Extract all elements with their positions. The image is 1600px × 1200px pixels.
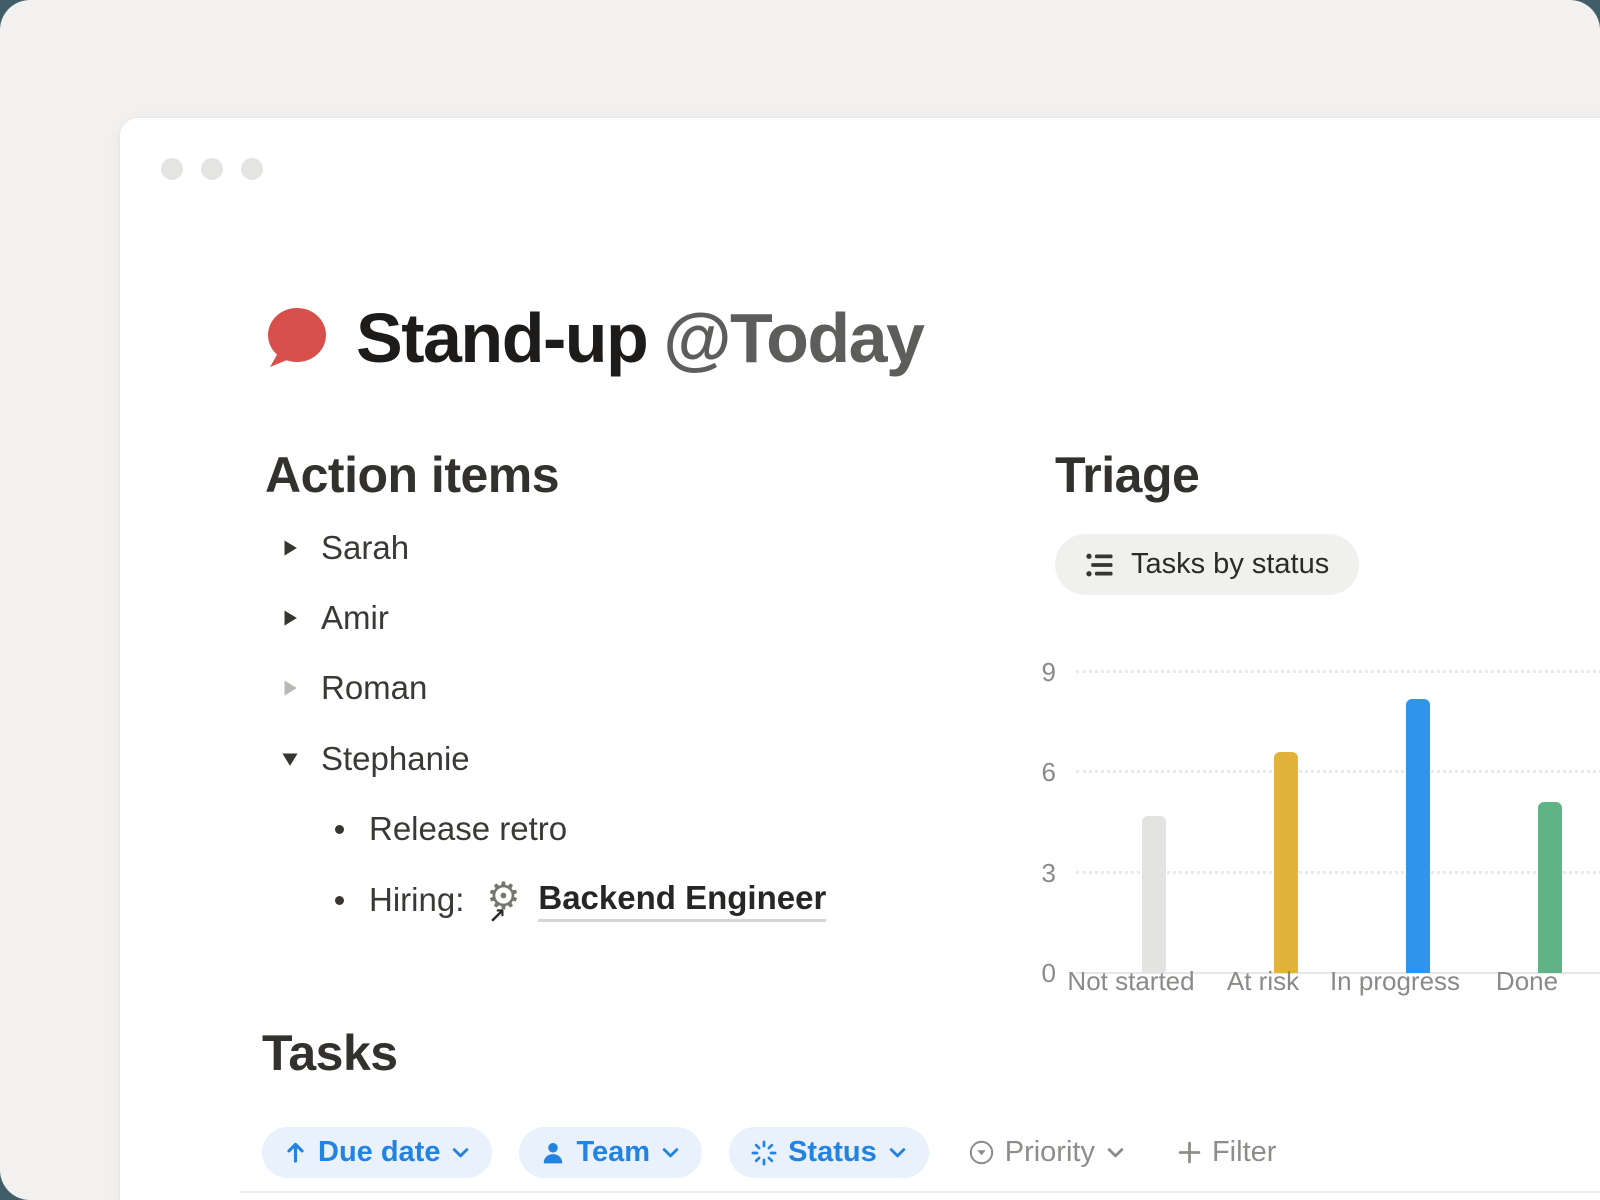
gridline: [1076, 670, 1600, 673]
page-link-backend-engineer[interactable]: Backend Engineer: [538, 879, 827, 922]
chart-bar-done[interactable]: [1538, 802, 1562, 973]
filter-label: Filter: [1211, 1136, 1277, 1168]
filter-due-date[interactable]: Due date: [262, 1127, 493, 1178]
bullet-item-prefix: Hiring:: [369, 881, 465, 918]
page-title-main: Stand-up: [356, 299, 649, 377]
gridline: [1076, 870, 1600, 874]
tasks-filter-bar: Due date Team: [262, 1127, 1288, 1178]
app-window: [120, 118, 1600, 1200]
date-mention[interactable]: @Today: [663, 299, 925, 377]
chart-bar-in-progress[interactable]: [1406, 699, 1430, 973]
action-items-heading: Action items: [265, 447, 560, 503]
window-dot-icon[interactable]: [161, 158, 183, 180]
x-axis-baseline: [1076, 972, 1600, 974]
chevron-down-icon: [1107, 1148, 1124, 1158]
bullet-item-hiring: Hiring: ⚙ ↗ Backend Engineer: [265, 865, 827, 935]
toggle-item-sarah: Sarah: [265, 513, 409, 583]
x-axis-category-label: Not started: [1067, 966, 1195, 996]
spinner-icon: [751, 1140, 777, 1165]
toggle-collapsed-icon[interactable]: [278, 536, 302, 560]
chevron-down-icon: [662, 1148, 679, 1158]
view-button-label: Tasks by status: [1131, 548, 1330, 580]
chevron-down-icon: [453, 1148, 469, 1158]
toggle-item-label: Roman: [321, 669, 428, 706]
gridline: [1076, 770, 1600, 774]
page-header: Stand-up @Today: [262, 298, 925, 378]
plus-icon: [1178, 1141, 1201, 1164]
window-dot-icon[interactable]: [241, 158, 263, 180]
toggle-expanded-icon[interactable]: [278, 747, 302, 771]
page-title: Stand-up @Today: [356, 298, 925, 378]
toggle-item-label: Amir: [321, 599, 389, 636]
window-dot-icon[interactable]: [201, 158, 223, 180]
bulleted-list-icon: [1086, 553, 1113, 576]
toggle-item-stephanie: Stephanie: [265, 724, 470, 794]
y-axis-tick-label: 0: [1041, 958, 1056, 988]
chart-bar-at-risk[interactable]: [1274, 752, 1298, 973]
x-axis-category-label: At risk: [1226, 966, 1300, 996]
bullet-icon: [335, 824, 344, 834]
speech-bubble-icon: [268, 308, 326, 367]
toggle-item-label: Stephanie: [321, 740, 470, 777]
y-axis-tick-label: 9: [1041, 657, 1056, 687]
bullet-item-label: Release retro: [369, 810, 568, 847]
x-axis-category-label: In progress: [1329, 966, 1461, 996]
chart-bar-not-started[interactable]: [1142, 816, 1166, 973]
tasks-heading: Tasks: [262, 1025, 398, 1081]
tasks-table-top-border: [240, 1191, 1600, 1193]
tasks-by-status-view-button[interactable]: Tasks by status: [1055, 534, 1360, 595]
bullet-icon: [335, 895, 344, 905]
filter-label: Due date: [318, 1136, 441, 1168]
window-controls: [161, 158, 263, 180]
filter-team[interactable]: Team: [519, 1127, 703, 1178]
toggle-item-amir: Amir: [265, 583, 389, 653]
x-axis-category-label: Done: [1495, 966, 1559, 996]
add-filter-button[interactable]: Filter: [1165, 1127, 1288, 1178]
filter-priority[interactable]: Priority: [956, 1127, 1138, 1178]
toggle-item-roman: Roman: [265, 653, 427, 723]
filter-label: Team: [576, 1136, 651, 1168]
toggle-collapsed-icon[interactable]: [278, 606, 302, 630]
toggle-item-label: Sarah: [321, 529, 410, 566]
person-icon: [544, 1142, 563, 1163]
y-axis-tick-label: 6: [1041, 757, 1056, 788]
triage-heading: Triage: [1055, 447, 1200, 503]
filter-status[interactable]: Status: [729, 1127, 929, 1178]
gear-with-arrow-icon: ⚙ ↗: [486, 874, 521, 928]
arrow-up-icon: [287, 1142, 304, 1163]
chevron-down-icon: [889, 1148, 905, 1158]
filter-label: Status: [788, 1136, 877, 1168]
y-axis-tick-label: 3: [1041, 857, 1056, 888]
circle-caret-down-icon: [969, 1140, 993, 1165]
toggle-collapsed-icon[interactable]: [278, 676, 302, 700]
filter-label: Priority: [1004, 1136, 1095, 1168]
bullet-item-release-retro: Release retro: [265, 794, 567, 864]
